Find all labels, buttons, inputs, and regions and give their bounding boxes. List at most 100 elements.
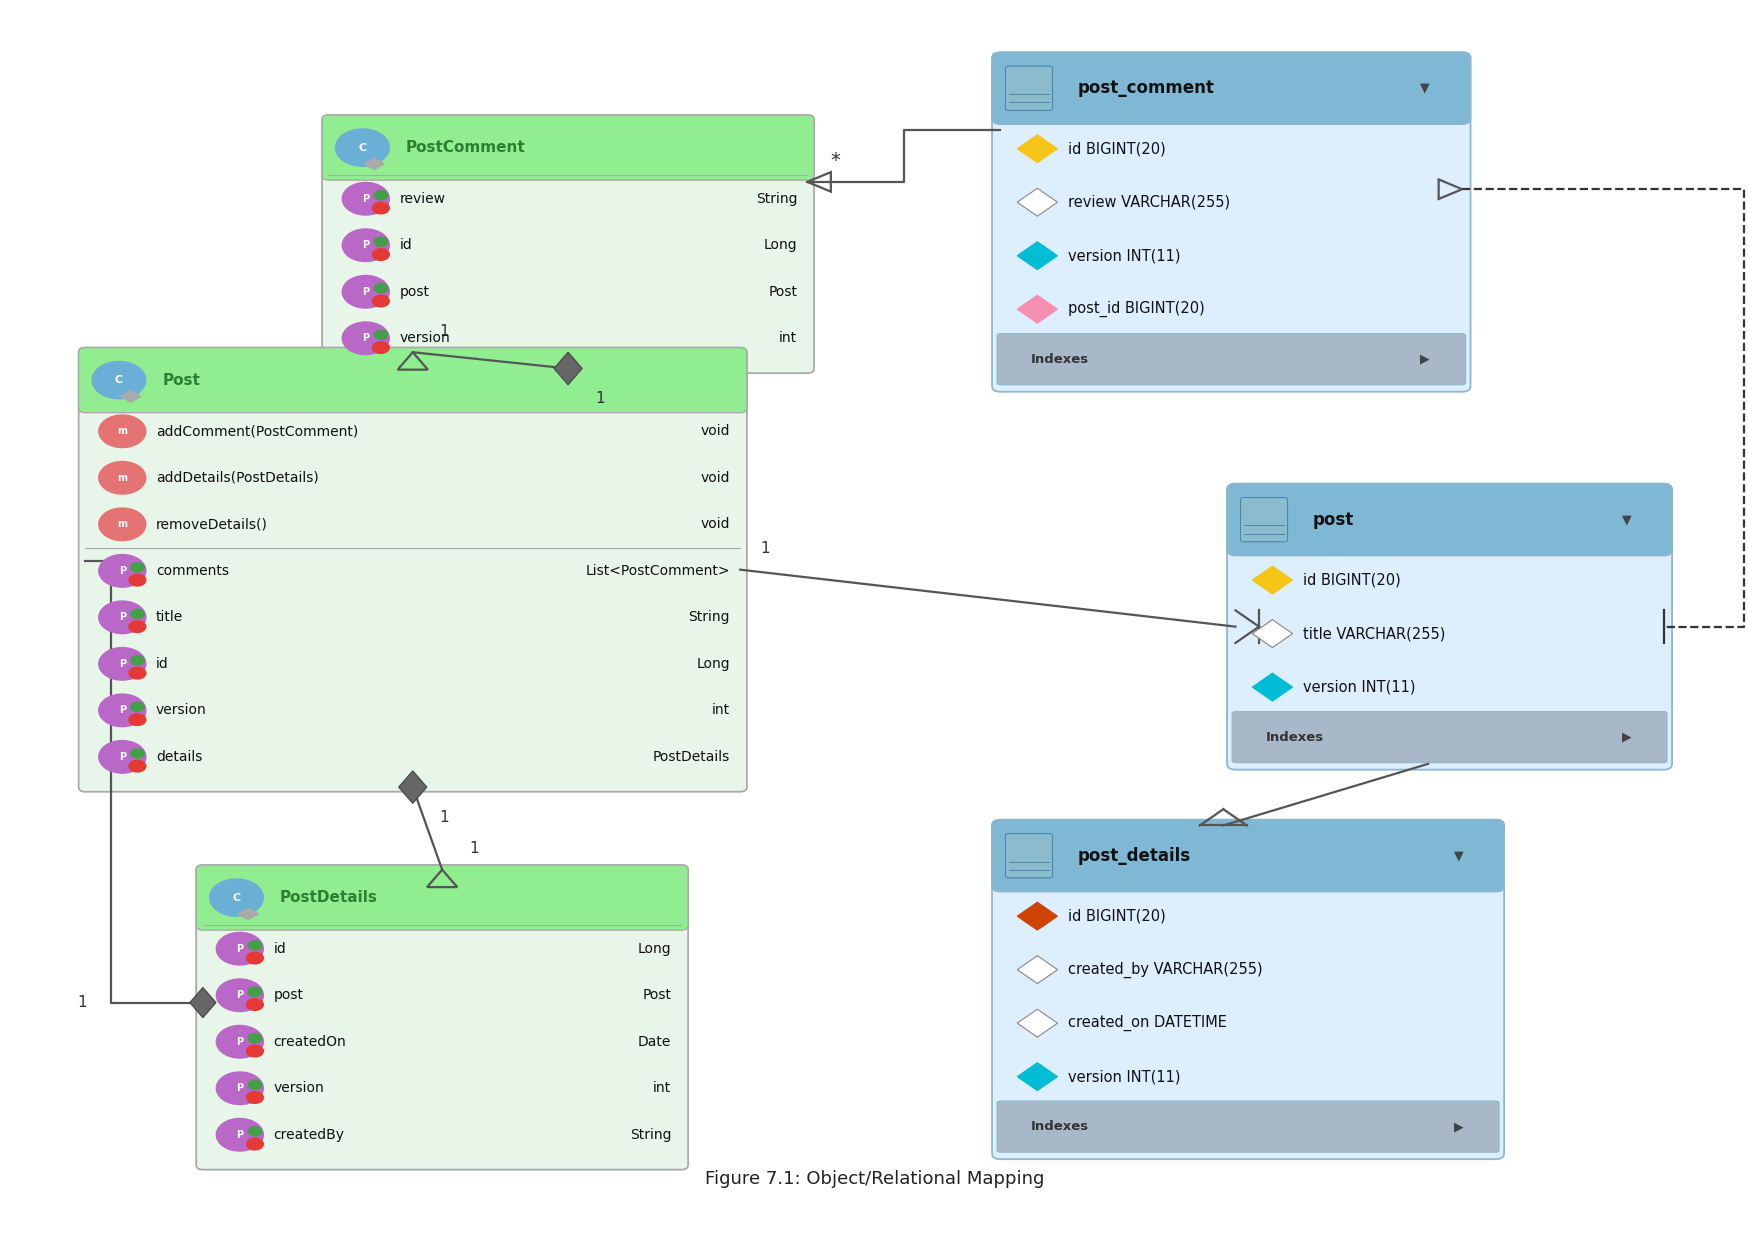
Text: Date: Date [638,1035,671,1049]
Text: P: P [119,752,126,762]
Circle shape [131,656,143,666]
Polygon shape [1017,902,1058,930]
Text: addComment(PostComment): addComment(PostComment) [156,424,358,438]
Text: m: m [117,427,128,437]
Text: post: post [1313,511,1353,528]
Circle shape [131,748,143,758]
Text: details: details [156,750,203,764]
FancyBboxPatch shape [196,865,687,1170]
Circle shape [374,190,388,200]
Text: Figure 7.1: Object/Relational Mapping: Figure 7.1: Object/Relational Mapping [704,1170,1044,1189]
Text: Post: Post [163,372,201,387]
Circle shape [248,987,262,997]
Polygon shape [1252,620,1292,648]
Polygon shape [1017,188,1058,216]
Text: removeDetails(): removeDetails() [156,517,267,532]
Polygon shape [1017,956,1058,983]
Text: m: m [117,473,128,482]
Circle shape [210,880,264,917]
Text: 1: 1 [439,324,449,339]
Circle shape [217,1118,264,1152]
FancyBboxPatch shape [79,348,746,792]
Circle shape [129,714,145,725]
Text: createdBy: createdBy [273,1128,344,1142]
Circle shape [374,283,388,293]
Text: id: id [273,941,287,956]
Circle shape [248,1034,262,1043]
Text: void: void [701,424,729,438]
Text: version INT(11): version INT(11) [1302,679,1414,695]
Polygon shape [554,353,582,385]
Text: PostComment: PostComment [406,140,526,155]
Text: version: version [156,704,206,717]
Text: review: review [399,192,446,205]
Text: created_by VARCHAR(255): created_by VARCHAR(255) [1066,961,1262,977]
Circle shape [217,1025,264,1058]
Polygon shape [238,908,259,919]
Text: P: P [236,1129,243,1139]
Text: P: P [236,1084,243,1094]
FancyBboxPatch shape [1005,834,1052,878]
Circle shape [246,1092,264,1103]
Circle shape [246,1138,264,1150]
Text: List<PostComment>: List<PostComment> [586,564,729,578]
Circle shape [343,322,390,355]
Circle shape [372,341,390,354]
FancyBboxPatch shape [1239,497,1287,542]
Text: P: P [119,659,126,669]
FancyBboxPatch shape [991,52,1470,392]
FancyBboxPatch shape [1227,484,1671,555]
Text: version: version [273,1081,323,1095]
Polygon shape [399,771,427,803]
Circle shape [343,276,390,308]
Text: void: void [701,517,729,532]
Circle shape [343,183,390,215]
Text: m: m [117,520,128,529]
Text: P: P [362,287,369,297]
Text: addDetails(PostDetails): addDetails(PostDetails) [156,471,318,485]
Polygon shape [1017,1063,1058,1091]
Circle shape [131,703,143,711]
FancyBboxPatch shape [991,820,1503,1159]
Circle shape [98,741,145,773]
Text: Indexes: Indexes [1266,731,1323,743]
Text: version INT(11): version INT(11) [1066,1069,1180,1084]
Text: 1: 1 [760,542,769,557]
Text: 1: 1 [439,810,449,825]
Text: ▶: ▶ [1620,731,1631,743]
Circle shape [217,978,264,1012]
FancyBboxPatch shape [1231,711,1666,763]
Circle shape [372,202,390,214]
Text: Post: Post [767,285,797,299]
Text: 1: 1 [77,995,87,1011]
Text: P: P [119,612,126,622]
FancyBboxPatch shape [322,115,813,374]
Polygon shape [1017,296,1058,323]
Text: 1: 1 [594,391,605,406]
FancyBboxPatch shape [196,865,687,930]
Circle shape [248,940,262,950]
Circle shape [98,648,145,680]
Text: Post: Post [642,988,671,1002]
Polygon shape [1252,567,1292,594]
Circle shape [131,563,143,571]
Text: ▶: ▶ [1419,353,1430,366]
Text: post_id BIGINT(20): post_id BIGINT(20) [1066,301,1204,318]
Circle shape [98,416,145,448]
Text: void: void [701,471,729,485]
Text: Long: Long [638,941,671,956]
Circle shape [246,998,264,1011]
Circle shape [372,296,390,307]
Text: title: title [156,610,184,625]
Text: String: String [755,192,797,205]
Text: Indexes: Indexes [1030,1121,1089,1133]
Circle shape [98,694,145,726]
Text: int: int [711,704,729,717]
Text: String: String [689,610,729,625]
Polygon shape [1017,1009,1058,1037]
Text: created_on DATETIME: created_on DATETIME [1066,1016,1225,1032]
Circle shape [248,1080,262,1090]
FancyBboxPatch shape [991,52,1470,125]
Text: C: C [232,893,241,903]
Circle shape [336,129,390,166]
